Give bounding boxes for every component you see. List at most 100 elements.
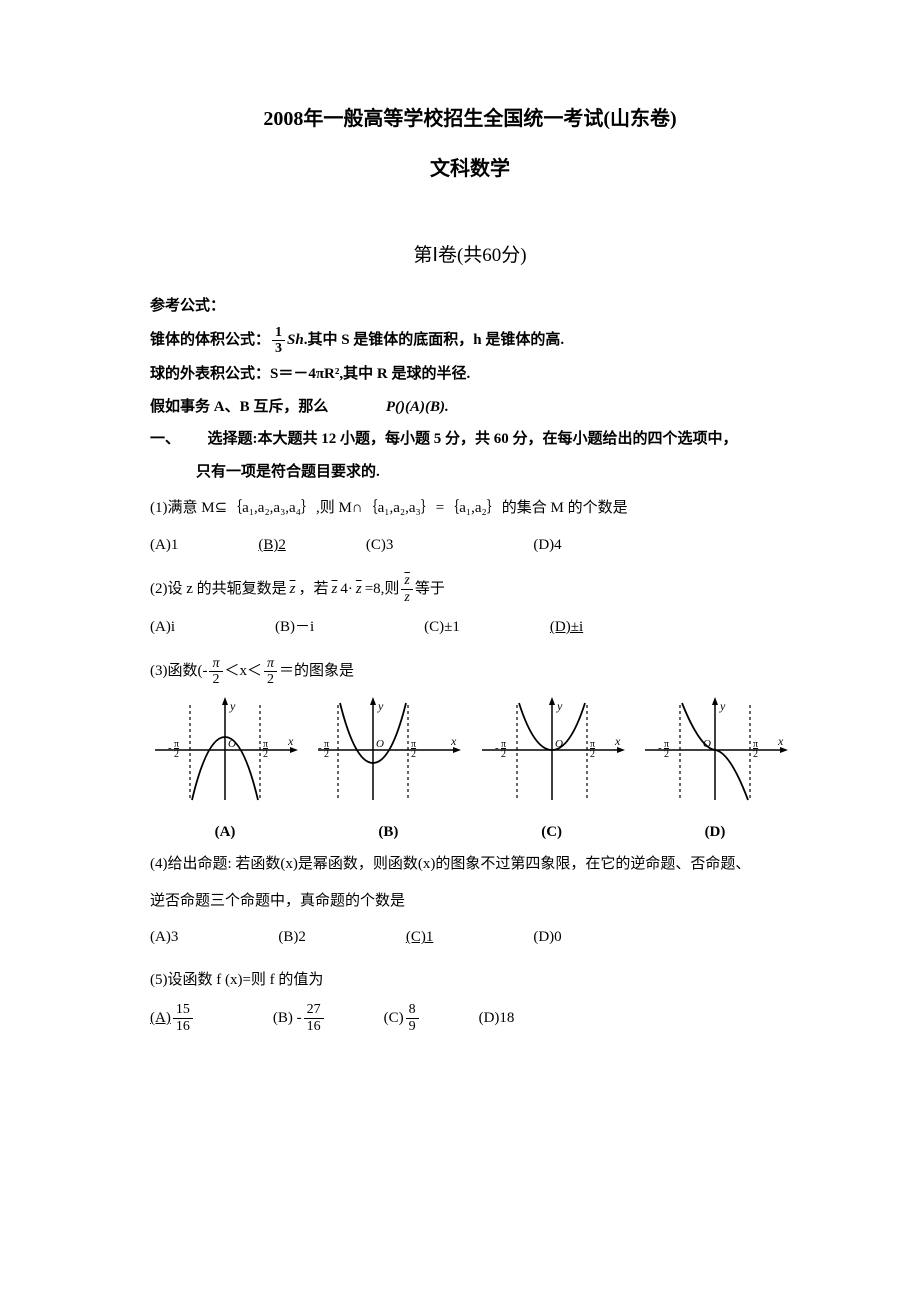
q1-options: (A)1 (B)2 (C)3 (D)4 xyxy=(150,531,790,560)
q5-opt-c-num: 8 xyxy=(406,1002,419,1018)
svg-text:2: 2 xyxy=(753,749,758,760)
svg-text:-: - xyxy=(658,742,662,754)
graph-c: y x O - π 2 π 2 (C) xyxy=(477,695,627,846)
svg-text:O: O xyxy=(703,738,711,750)
cone-frac-num: 1 xyxy=(272,325,285,341)
svg-text:x: x xyxy=(777,734,784,748)
svg-text:2: 2 xyxy=(664,749,669,760)
svg-text:2: 2 xyxy=(411,749,416,760)
question-4-cont: 逆否命题三个命题中，真命题的个数是 xyxy=(150,887,790,916)
svg-text:2: 2 xyxy=(263,749,268,760)
event-formula-pre: 假如事务 A、B 互斥，那么 xyxy=(150,399,328,415)
svg-text:2: 2 xyxy=(174,749,179,760)
q4-opt-d: (D)0 xyxy=(533,923,561,952)
question-1: (1)满意 M⊆｛a₁,a₂,a₃,a₄｝,则 M∩｛a₁,a₂,a₃｝=｛a₁… xyxy=(150,494,790,523)
q5-opt-d: (D)18 xyxy=(479,1004,515,1033)
q2-opt-c: (C)±1 xyxy=(424,613,460,642)
q3-frac2-den: 2 xyxy=(264,672,277,687)
question-2: (2)设 z 的共轭复数是 z ，若 z 4· z =8,则 z z 等于 xyxy=(150,573,790,605)
cone-sh: Sh xyxy=(287,326,304,355)
q2-options: (A)i (B)－i (C)±1 (D)±i xyxy=(150,613,790,642)
q2-mid1: ，若 xyxy=(299,575,329,604)
svg-text:2: 2 xyxy=(590,749,595,760)
section-one-intro: 一、 选择题:本大题共 12 小题，每小题 5 分，共 60 分，在每小题给出的… xyxy=(150,425,790,454)
event-formula: 假如事务 A、B 互斥，那么 P()(A)(B). xyxy=(150,393,790,422)
svg-text:-: - xyxy=(168,742,172,754)
q5-opt-b-den: 16 xyxy=(304,1019,324,1034)
svg-text:y: y xyxy=(556,699,563,713)
q2-fraction: z z xyxy=(401,573,412,605)
q1-opt-d: (D)4 xyxy=(533,531,561,560)
q5-opt-c-frac: 8 9 xyxy=(406,1002,419,1034)
svg-text:-: - xyxy=(318,742,322,754)
q3-frac1-den: 2 xyxy=(209,672,222,687)
q4-options: (A)3 (B)2 (C)1 (D)0 xyxy=(150,923,790,952)
q5-text: (5)设函数 f (x)=则 f 的值为 xyxy=(150,972,323,988)
q3-frac1: π 2 xyxy=(209,656,222,688)
q1-opt-b: (B)2 xyxy=(258,531,286,560)
q2-opt-d: (D)±i xyxy=(550,613,583,642)
sphere-formula: 球的外表积公式：S＝－4πR²,其中 R 是球的半径. xyxy=(150,360,790,389)
q3-frac2-num: π xyxy=(264,656,277,672)
q4-opt-b: (B)2 xyxy=(278,923,306,952)
q2-mid2: 4· xyxy=(340,575,353,604)
q2-post: 等于 xyxy=(415,575,445,604)
q5-opt-b-label: (B) - xyxy=(273,1004,302,1033)
q5-opt-a-frac: 15 16 xyxy=(173,1002,193,1034)
graph-d-label: (D) xyxy=(640,818,790,847)
graph-c-svg: y x O - π 2 π 2 xyxy=(477,695,627,805)
q2-pre: (2)设 z 的共轭复数是 xyxy=(150,575,287,604)
svg-text:y: y xyxy=(719,699,726,713)
q5-options: (A) 15 16 (B) - 27 16 (C) 8 9 (D)18 xyxy=(150,1002,790,1034)
q2-frac-den: z xyxy=(401,590,412,605)
q5-opt-a-num: 15 xyxy=(173,1002,193,1018)
question-3: (3)函数(- π 2 ＜x＜ π 2 ＝的图象是 xyxy=(150,656,790,688)
cone-formula-post: .其中 S 是锥体的底面积，h 是锥体的高. xyxy=(304,326,564,355)
graph-b-label: (B) xyxy=(313,818,463,847)
svg-text:x: x xyxy=(287,734,294,748)
cone-formula-pre: 锥体的体积公式： xyxy=(150,326,270,355)
q2-zbar3: z xyxy=(356,575,362,604)
q3-pre: (3)函数(- xyxy=(150,657,207,686)
q2-frac-num: z xyxy=(401,573,412,589)
cone-frac-den: 3 xyxy=(272,341,285,356)
q1-opt-a: (A)1 xyxy=(150,531,178,560)
q2-zbar1: z xyxy=(290,575,296,604)
q5-opt-b-num: 27 xyxy=(304,1002,324,1018)
section-one-cont: 只有一项是符合题目要求的. xyxy=(196,458,790,487)
q4-opt-c: (C)1 xyxy=(406,923,434,952)
q2-mid3: =8,则 xyxy=(365,575,400,604)
cone-fraction: 1 3 xyxy=(272,325,285,357)
graph-a: y x O - π 2 π 2 (A) xyxy=(150,695,300,846)
svg-text:O: O xyxy=(228,738,236,750)
event-formula-post: P()(A)(B). xyxy=(386,399,449,415)
graph-d-svg: y x O - π 2 π 2 xyxy=(640,695,790,805)
q5-opt-b-frac: 27 16 xyxy=(304,1002,324,1034)
graph-b-svg: y x O - π 2 π 2 xyxy=(313,695,463,805)
question-4: (4)给出命题: 若函数(x)是幂函数，则函数(x)的图象不过第四象限，在它的逆… xyxy=(150,850,790,879)
cone-formula: 锥体的体积公式： 1 3 Sh .其中 S 是锥体的底面积，h 是锥体的高. xyxy=(150,325,790,357)
svg-text:2: 2 xyxy=(324,749,329,760)
q4-opt-a: (A)3 xyxy=(150,923,178,952)
q2-zbar2: z xyxy=(332,575,338,604)
exam-title-main: 2008年一般高等学校招生全国统一考试(山东卷) xyxy=(150,100,790,138)
graphs-row: y x O - π 2 π 2 (A) y x O - π 2 π 2 xyxy=(150,695,790,846)
graph-b: y x O - π 2 π 2 (B) xyxy=(313,695,463,846)
svg-text:O: O xyxy=(376,738,384,750)
svg-text:x: x xyxy=(450,734,457,748)
svg-text:-: - xyxy=(495,742,499,754)
section-header: 第Ⅰ卷(共60分) xyxy=(150,238,790,274)
exam-title-sub: 文科数学 xyxy=(150,150,790,188)
question-5: (5)设函数 f (x)=则 f 的值为 xyxy=(150,966,790,995)
graph-c-label: (C) xyxy=(477,818,627,847)
q3-frac1-num: π xyxy=(209,656,222,672)
graph-d: y x O - π 2 π 2 (D) xyxy=(640,695,790,846)
q3-mid1: ＜x＜ xyxy=(225,657,263,686)
section-one-pre: 一、 xyxy=(150,431,180,447)
svg-text:y: y xyxy=(377,699,384,713)
svg-text:x: x xyxy=(614,734,621,748)
formula-label: 参考公式： xyxy=(150,292,790,321)
svg-text:y: y xyxy=(229,699,236,713)
q5-opt-a-label: (A) xyxy=(150,1004,171,1033)
graph-a-svg: y x O - π 2 π 2 xyxy=(150,695,300,805)
